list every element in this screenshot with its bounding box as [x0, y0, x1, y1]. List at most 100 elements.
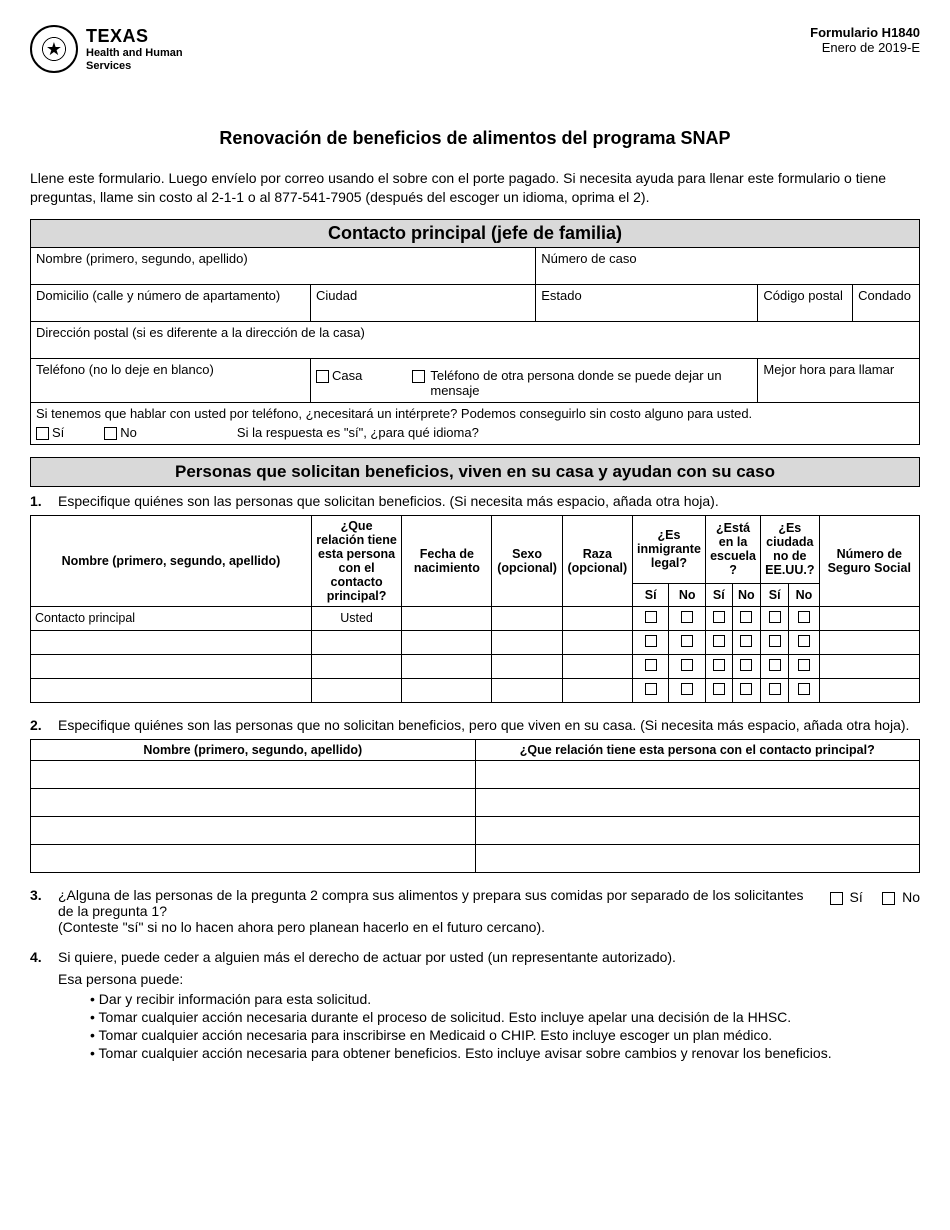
cell-check[interactable]: [669, 654, 706, 678]
checkbox-icon[interactable]: [798, 611, 810, 623]
cell-name[interactable]: [31, 678, 312, 702]
checkbox-icon[interactable]: [713, 659, 725, 671]
county-field[interactable]: Condado: [853, 284, 920, 321]
checkbox-icon[interactable]: [740, 635, 752, 647]
checkbox-icon[interactable]: [316, 370, 329, 383]
table-row[interactable]: [31, 654, 920, 678]
cell-race[interactable]: [562, 630, 632, 654]
table-row[interactable]: Contacto principal Usted: [31, 606, 920, 630]
cell-check[interactable]: [761, 678, 789, 702]
cell-relation[interactable]: [475, 844, 920, 872]
checkbox-icon[interactable]: [645, 683, 657, 695]
cell-name[interactable]: [31, 630, 312, 654]
cell-name[interactable]: [31, 654, 312, 678]
cell-check[interactable]: [669, 678, 706, 702]
case-number-field[interactable]: Número de caso: [536, 247, 920, 284]
cell-check[interactable]: [789, 678, 819, 702]
interpreter-no[interactable]: No: [104, 425, 137, 440]
checkbox-icon[interactable]: [645, 635, 657, 647]
name-field[interactable]: Nombre (primero, segundo, apellido): [31, 247, 536, 284]
checkbox-icon[interactable]: [740, 683, 752, 695]
checkbox-icon[interactable]: [681, 659, 693, 671]
cell-ssn[interactable]: [819, 606, 919, 630]
cell-check[interactable]: [706, 606, 733, 630]
checkbox-icon[interactable]: [104, 427, 117, 440]
address-field[interactable]: Domicilio (calle y número de apartamento…: [31, 284, 311, 321]
checkbox-icon[interactable]: [830, 892, 843, 905]
phone-home-option[interactable]: Casa: [316, 368, 362, 383]
cell-check[interactable]: [761, 654, 789, 678]
cell-check[interactable]: [761, 606, 789, 630]
cell-check[interactable]: [732, 678, 760, 702]
cell-check[interactable]: [732, 654, 760, 678]
checkbox-icon[interactable]: [681, 683, 693, 695]
city-field[interactable]: Ciudad: [311, 284, 536, 321]
cell-check[interactable]: [706, 654, 733, 678]
checkbox-icon[interactable]: [882, 892, 895, 905]
cell-relation[interactable]: [311, 678, 401, 702]
cell-relation[interactable]: [475, 788, 920, 816]
cell-name[interactable]: [31, 816, 476, 844]
checkbox-icon[interactable]: [713, 611, 725, 623]
cell-check[interactable]: [632, 654, 669, 678]
checkbox-icon[interactable]: [36, 427, 49, 440]
table-row[interactable]: [31, 760, 920, 788]
checkbox-icon[interactable]: [740, 659, 752, 671]
cell-sex[interactable]: [492, 606, 562, 630]
mailing-field[interactable]: Dirección postal (si es diferente a la d…: [31, 321, 920, 358]
phone-other-option[interactable]: Teléfono de otra persona donde se puede …: [412, 368, 732, 398]
cell-name[interactable]: [31, 844, 476, 872]
cell-dob[interactable]: [402, 630, 492, 654]
checkbox-icon[interactable]: [769, 683, 781, 695]
best-time-field[interactable]: Mejor hora para llamar: [758, 358, 920, 402]
checkbox-icon[interactable]: [798, 635, 810, 647]
cell-dob[interactable]: [402, 606, 492, 630]
table-row[interactable]: [31, 630, 920, 654]
cell-check[interactable]: [789, 606, 819, 630]
table-row[interactable]: [31, 678, 920, 702]
checkbox-icon[interactable]: [798, 659, 810, 671]
checkbox-icon[interactable]: [798, 683, 810, 695]
checkbox-icon[interactable]: [645, 659, 657, 671]
checkbox-icon[interactable]: [769, 659, 781, 671]
cell-check[interactable]: [789, 630, 819, 654]
checkbox-icon[interactable]: [713, 635, 725, 647]
cell-check[interactable]: [761, 630, 789, 654]
checkbox-icon[interactable]: [769, 635, 781, 647]
cell-check[interactable]: [669, 630, 706, 654]
table-row[interactable]: [31, 844, 920, 872]
checkbox-icon[interactable]: [769, 611, 781, 623]
cell-race[interactable]: [562, 654, 632, 678]
checkbox-icon[interactable]: [713, 683, 725, 695]
table-row[interactable]: [31, 816, 920, 844]
cell-ssn[interactable]: [819, 678, 919, 702]
zip-field[interactable]: Código postal: [758, 284, 853, 321]
checkbox-icon[interactable]: [681, 611, 693, 623]
cell-sex[interactable]: [492, 678, 562, 702]
q3-no[interactable]: No: [882, 889, 920, 905]
cell-relation[interactable]: [311, 630, 401, 654]
cell-dob[interactable]: [402, 654, 492, 678]
cell-check[interactable]: [732, 630, 760, 654]
cell-check[interactable]: [706, 678, 733, 702]
state-field[interactable]: Estado: [536, 284, 758, 321]
cell-check[interactable]: [789, 654, 819, 678]
cell-sex[interactable]: [492, 630, 562, 654]
cell-relation[interactable]: [475, 760, 920, 788]
cell-name[interactable]: [31, 760, 476, 788]
interpreter-yes[interactable]: Sí: [36, 425, 64, 440]
checkbox-icon[interactable]: [740, 611, 752, 623]
cell-check[interactable]: [732, 606, 760, 630]
cell-check[interactable]: [669, 606, 706, 630]
checkbox-icon[interactable]: [645, 611, 657, 623]
cell-name[interactable]: Contacto principal: [31, 606, 312, 630]
cell-check[interactable]: [706, 630, 733, 654]
cell-check[interactable]: [632, 606, 669, 630]
checkbox-icon[interactable]: [681, 635, 693, 647]
checkbox-icon[interactable]: [412, 370, 425, 383]
cell-check[interactable]: [632, 630, 669, 654]
cell-dob[interactable]: [402, 678, 492, 702]
cell-ssn[interactable]: [819, 630, 919, 654]
cell-relation[interactable]: [311, 654, 401, 678]
cell-check[interactable]: [632, 678, 669, 702]
